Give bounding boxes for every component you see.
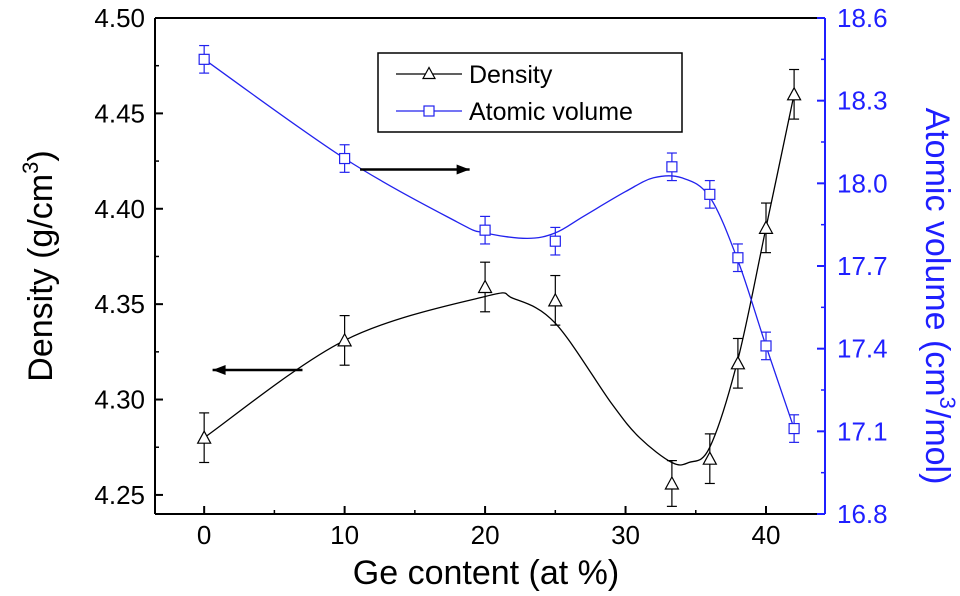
right-tick-label: 17.4: [837, 334, 888, 364]
left-tick-label: 4.50: [94, 3, 145, 33]
left-tick-label: 4.25: [94, 480, 145, 510]
atomic-volume-point: [666, 161, 678, 173]
density-point: [702, 450, 718, 465]
x-tick-label: 40: [752, 520, 781, 550]
left-tick-label: 4.45: [94, 98, 145, 128]
density-point: [786, 86, 802, 101]
atomic-volume-point: [549, 235, 561, 247]
density-fit-curve: [203, 94, 795, 466]
right-tick-label: 17.1: [837, 416, 888, 446]
x-axis-title: Ge content (at %): [353, 554, 619, 592]
atomic-volume-point: [760, 340, 772, 352]
left-axis-title: Density (g/cm3): [18, 150, 60, 381]
x-tick-label: 20: [471, 520, 500, 550]
plot-layer: 4.25 4.30 4.35 4.40 4.45 4.50 16.8 17.1 17.4 17.7…: [94, 3, 887, 550]
legend-density-marker: [421, 66, 437, 80]
atomic-volume-point: [732, 252, 744, 264]
density-point: [477, 279, 493, 294]
density-point: [664, 475, 680, 490]
density-point: [730, 355, 746, 370]
arrow-left-head: [212, 364, 226, 375]
right-axis-title: Atomic volume (cm3/mol): [918, 108, 960, 485]
atomic-volume-point: [198, 53, 210, 65]
left-tick-label: 4.40: [94, 194, 145, 224]
right-tick-label: 18.0: [837, 168, 888, 198]
density-point: [196, 429, 212, 444]
x-tick-label: 0: [197, 520, 211, 550]
legend-box: [377, 52, 683, 133]
density-point: [547, 292, 563, 307]
x-tick-label: 30: [611, 520, 640, 550]
atomic-volume-point: [704, 188, 716, 200]
atomic-volume-point: [479, 224, 491, 236]
legend-volume-label: Atomic volume: [469, 98, 633, 126]
right-tick-label: 17.7: [837, 251, 888, 281]
left-tick-label: 4.30: [94, 385, 145, 415]
x-tick-label: 10: [330, 520, 359, 550]
atomic-volume-point: [339, 152, 351, 165]
legend: Density Atomic volume: [377, 52, 683, 133]
density-point: [758, 220, 774, 234]
density-point: [337, 332, 353, 347]
right-tick-label: 16.8: [837, 499, 888, 529]
legend-volume-marker: [423, 105, 435, 117]
left-tick-label: 4.35: [94, 289, 145, 319]
arrow-right-head: [456, 164, 470, 175]
atomic-volume-point: [788, 422, 800, 435]
right-tick-label: 18.6: [837, 3, 888, 33]
right-tick-label: 18.3: [837, 86, 888, 116]
legend-density-label: Density: [469, 61, 553, 89]
